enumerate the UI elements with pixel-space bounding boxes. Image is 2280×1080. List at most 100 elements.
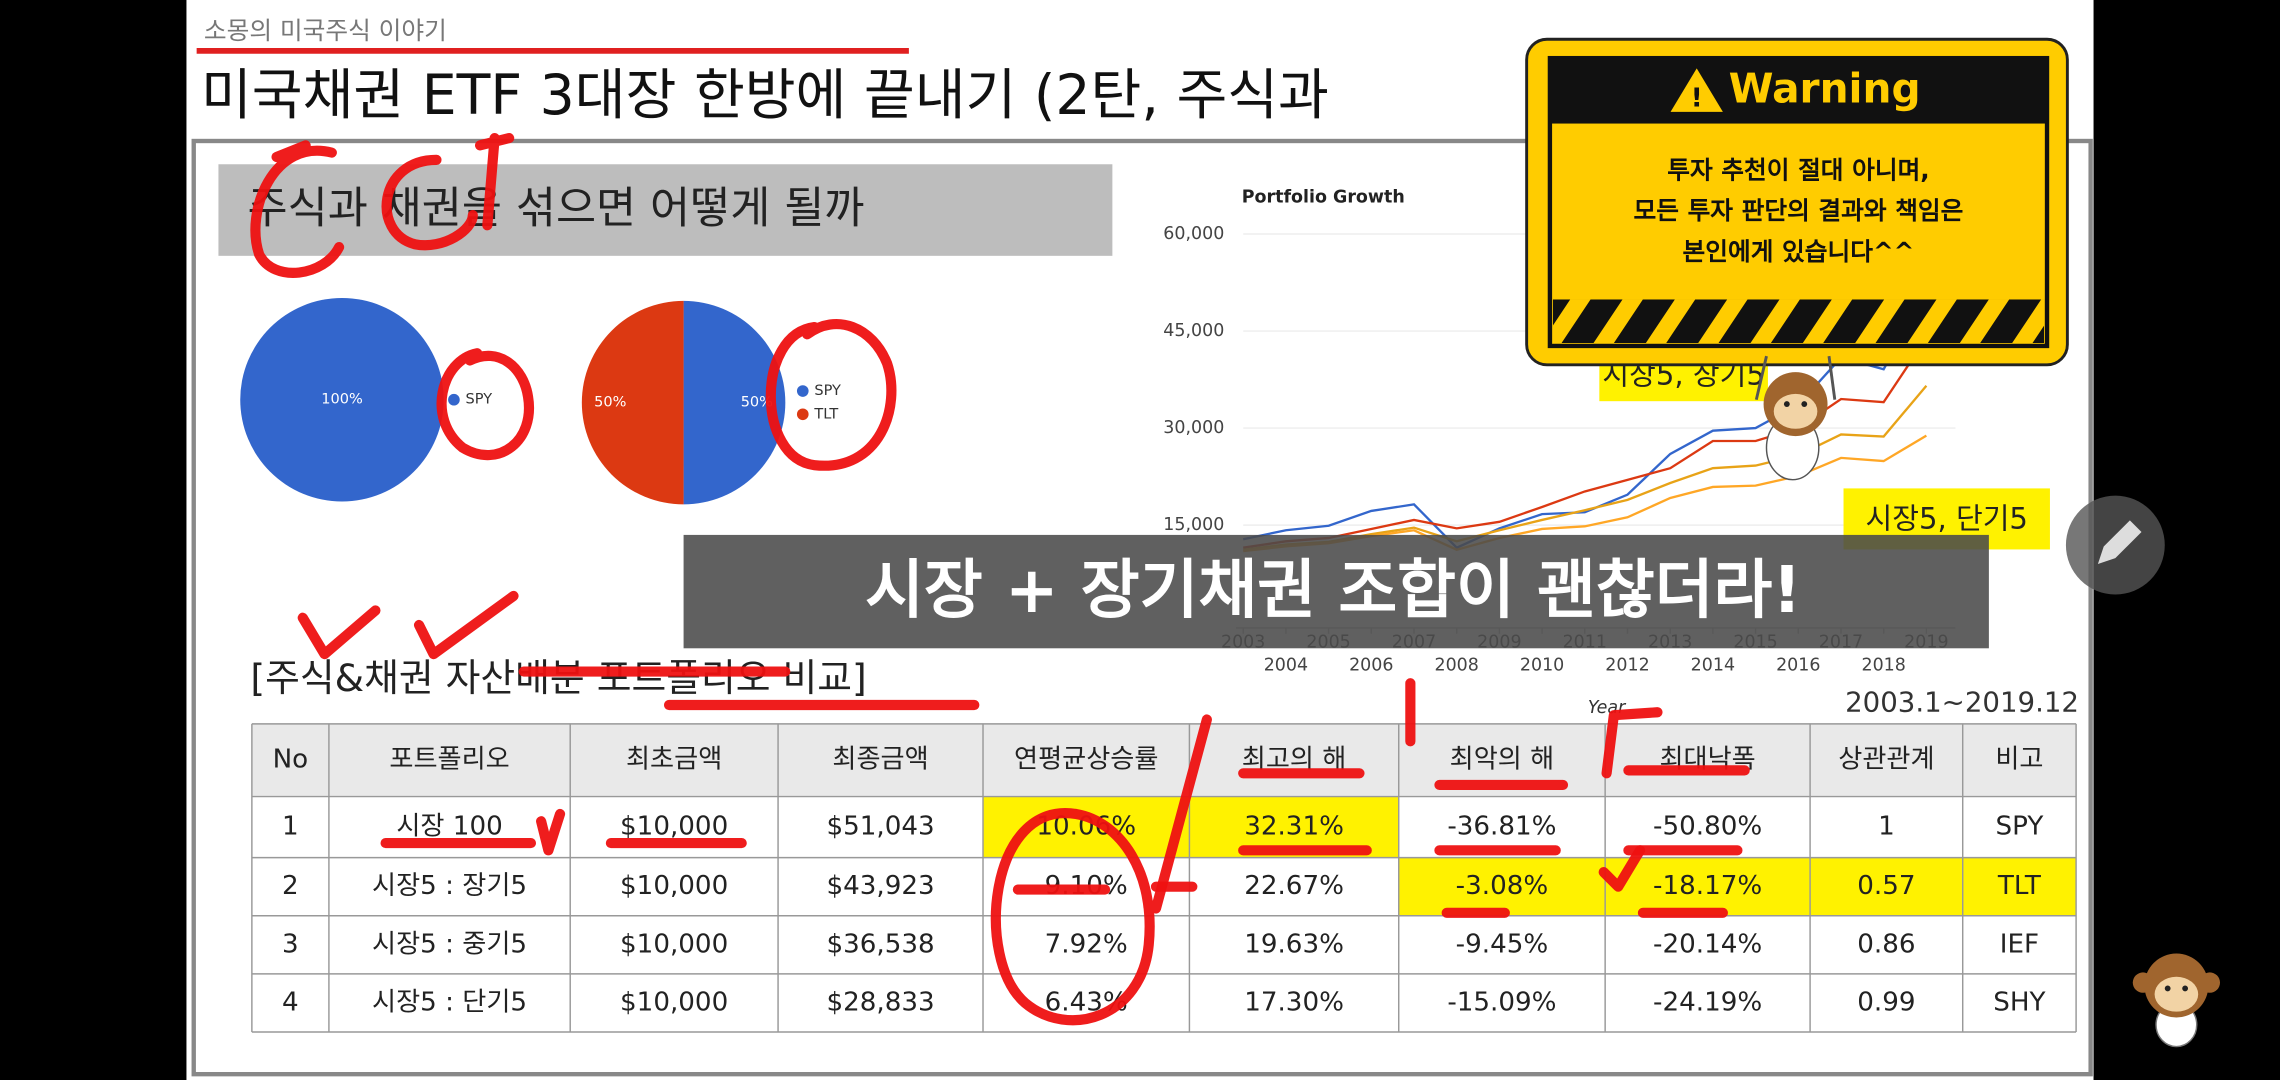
pie-slice [683, 300, 786, 505]
y-tick-label: 30,000 [1163, 418, 1224, 438]
channel-name: 소몽의 미국주식 이야기 [204, 16, 447, 45]
warning-title: Warning [1729, 65, 1921, 113]
red-annotations [250, 133, 1750, 1026]
banner-text: 시장 + 장기채권 조합이 괜찮더라! [865, 554, 1801, 628]
x-tick-label: 2018 [1861, 656, 1905, 676]
table-header-cell: 비고 [1995, 745, 2043, 775]
table-cell: -24.19% [1653, 987, 1762, 1017]
cell-highlight [1810, 857, 1963, 916]
table-cell: -9.45% [1456, 929, 1549, 959]
table-cell: 0.86 [1857, 929, 1915, 959]
table-cell: $10,000 [620, 929, 728, 959]
warning-sign: ! Warning 투자 추천이 절대 아니며, 모든 투자 판단의 결과와 책… [1525, 37, 2069, 367]
scribble [518, 666, 980, 711]
content-frame [191, 138, 2093, 1077]
table-cell: 4 [282, 987, 299, 1017]
table-cell: SPY [1996, 812, 2045, 842]
table-cell: 0.57 [1857, 871, 1915, 901]
slide-title: 미국채권 ETF 3대장 한방에 끝내기 (2탄, 주식과 [201, 64, 1329, 128]
table-cell: $36,538 [826, 929, 934, 959]
short-bond-label: 시장5, 단기5 [1866, 501, 2028, 535]
scribble [297, 590, 519, 660]
cell-highlight [1605, 857, 1811, 916]
table-header-bg [251, 723, 2077, 797]
period: 2003.1~2019.12 [1845, 686, 2079, 719]
table-cell: $10,000 [620, 812, 728, 842]
table-cell: 0.99 [1857, 987, 1915, 1017]
x-tick-label: 2016 [1776, 656, 1820, 676]
pie-chart: 50% SPY 50% TLT [581, 300, 841, 505]
table-header-cell: 최초금액 [626, 745, 722, 775]
scribble [250, 140, 345, 278]
table-cell: 7.92% [1045, 929, 1128, 959]
table-header-cell: No [273, 745, 309, 775]
table-cell: -18.17% [1653, 871, 1762, 901]
table-cell: 1 [282, 812, 299, 842]
warning-icon [1670, 68, 1723, 112]
monkey-mascot [1754, 355, 1837, 481]
warning-icon-mark: ! [1691, 83, 1703, 113]
table-cell: 시장5 : 중기5 [372, 929, 527, 959]
pie-value-label: 50% [741, 395, 773, 411]
table-header-cell: 최악의 해 [1450, 745, 1555, 775]
warning-line: 모든 투자 판단의 결과와 책임은 [1634, 196, 1964, 225]
table-cell: -20.14% [1653, 929, 1762, 959]
scribble [1012, 881, 1728, 918]
scribble [1238, 678, 1750, 892]
banner [683, 534, 1989, 649]
pie-slice [581, 300, 684, 505]
x-tick-label: 2004 [1264, 656, 1308, 676]
table-caption: [주식&채권 자산배분 포트폴리오 비교] [250, 656, 866, 700]
y-tick-label: 45,000 [1163, 321, 1224, 341]
table-cell: 시장5 : 장기5 [372, 871, 527, 901]
table-cell: 17.30% [1244, 987, 1344, 1017]
legend-label: SPY [814, 383, 841, 399]
table-header-cell: 연평균상승률 [1014, 745, 1158, 775]
legend-swatch [796, 385, 809, 397]
scribble [381, 133, 515, 251]
x-tick-label: 2010 [1520, 656, 1564, 676]
table-cell: -36.81% [1447, 812, 1556, 842]
edit-icon [2097, 520, 2142, 564]
hazard-stripes [1552, 299, 2045, 344]
table-cell: 시장 100 [396, 812, 502, 842]
table-cell: $28,833 [826, 987, 934, 1017]
table-cell: 3 [282, 929, 299, 959]
x-tick-label: 2012 [1605, 656, 1649, 676]
pie-chart: 100% SPY [240, 297, 493, 502]
table-cell: SHY [1993, 987, 2046, 1017]
table-cell: 19.63% [1244, 929, 1344, 959]
table-header-cell: 최종금액 [832, 745, 928, 775]
warning-line: 본인에게 있습니다^^ [1683, 237, 1915, 266]
table-cell: -15.09% [1447, 987, 1556, 1017]
scribble [765, 319, 897, 471]
table-cell: -3.08% [1456, 871, 1549, 901]
cell-highlight [1962, 857, 2077, 916]
table-cell: -50.80% [1653, 812, 1762, 842]
legend-label: SPY [466, 392, 493, 408]
table-cell: 시장5 : 단기5 [372, 987, 527, 1017]
table-cell: $51,043 [826, 812, 934, 842]
pie-slice [240, 297, 444, 502]
warning-line: 투자 추천이 절대 아니며, [1667, 156, 1929, 185]
pie-value-label: 100% [321, 392, 363, 408]
legend-swatch [448, 393, 460, 406]
table-header-cell: 포트폴리오 [389, 745, 509, 775]
table-cell: TLT [1997, 871, 2042, 901]
table-cell: IEF [2000, 929, 2039, 959]
warning-header [1549, 58, 2048, 124]
y-tick-label: 60,000 [1163, 224, 1224, 244]
table-cell: 1 [1878, 812, 1895, 842]
pie-value-label: 50% [594, 395, 626, 411]
table-header-cell: 상관관계 [1838, 745, 1934, 775]
table-cell: $43,923 [826, 871, 934, 901]
scribble [436, 348, 535, 461]
chart-title: Portfolio Growth [1242, 188, 1405, 208]
legend-label: TLT [813, 406, 838, 422]
section-box [218, 164, 1113, 256]
x-tick-label: 2006 [1349, 656, 1393, 676]
cell-highlight [1398, 857, 1606, 916]
table-cell: $10,000 [620, 987, 728, 1017]
